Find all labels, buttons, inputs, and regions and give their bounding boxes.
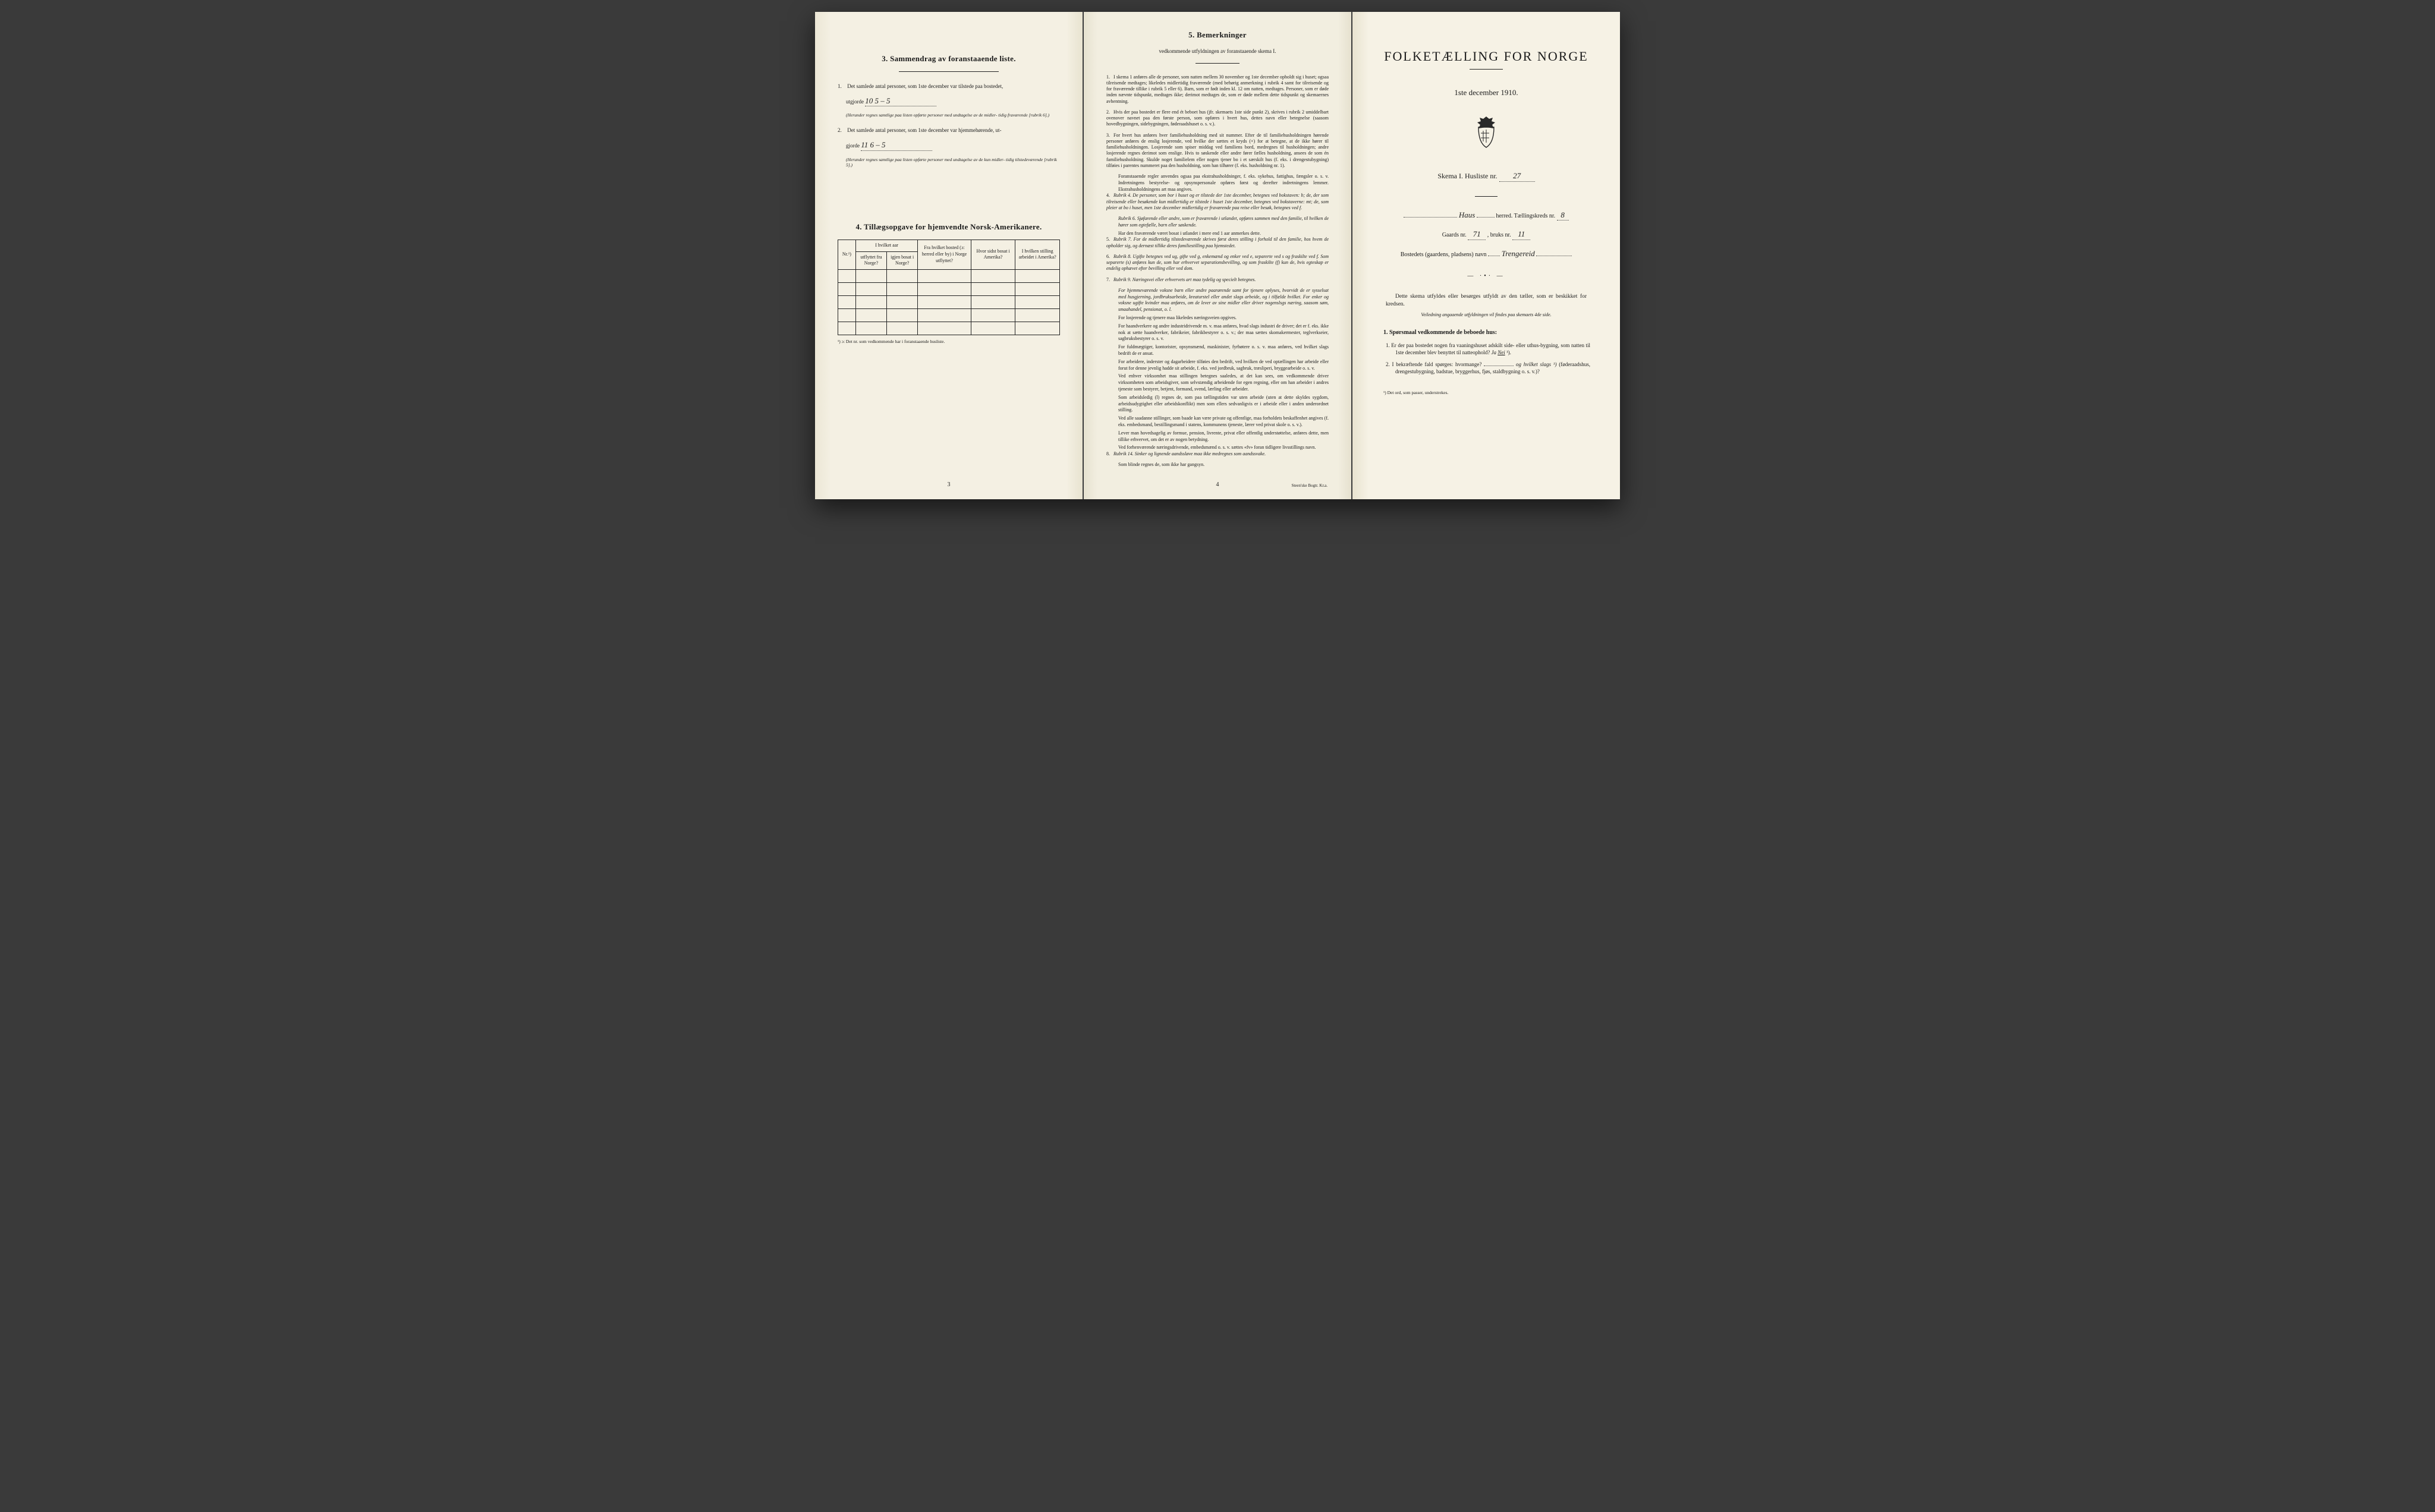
s5-i7-p2: For haandverkere og andre industridriven… [1118,323,1329,342]
cover-footnote: ¹) Det ord, som passer, understrekes. [1383,390,1589,396]
s3-item1-note: (Herunder regnes samtlige paa listen opf… [846,112,1060,118]
rule [1475,196,1497,197]
s5-i7-p6: Som arbeidsledig (l) regnes de, som paa … [1118,395,1329,414]
s3-item1-value: utgjorde 10 5 – 5 [846,96,1060,107]
rule [1470,69,1503,70]
s3-item1: 1. Det samlede antal personer, som 1ste … [838,83,1060,90]
s5-item4-extra2: Har den fraværende været bosat i utlande… [1118,231,1329,237]
answer-nei: Nei [1498,349,1505,355]
s3-item2-value: gjorde 11 6 – 5 [846,140,1060,151]
numeral: 2. [838,127,846,134]
s3-item2-hand: 11 6 – 5 [861,140,932,151]
skema-line: Skema I. Husliste nr. 27 [1375,171,1597,182]
s5-i7-p4: For arbeidere, inderster og dagarbeidere… [1118,359,1329,372]
question-1: 1. Er der paa bostedet nogen fra vaaning… [1395,342,1590,356]
s5-item3-extra: Foranstaaende regler anvendes ogsaa paa … [1118,174,1329,193]
s5-item7: 7.Rubrik 9. Næringsvei eller erhvervets … [1106,277,1329,283]
t4-body [838,270,1060,335]
s5-i7-p5: Ved enhver virksomhet maa stillingen bet… [1118,373,1329,392]
page-middle: 5. Bemerkninger vedkommende utfyldningen… [1084,12,1351,499]
herred-row: Haus herred. Tællingskreds nr. 8 [1375,210,1597,221]
s5-item2: 2.Hvis der paa bostedet er flere end ét … [1106,109,1329,128]
ornament: ― ·•· ― [1375,272,1597,281]
skema-pre: Skema I. Husliste nr. [1437,172,1497,180]
page-number-3: 3 [815,481,1083,489]
s5-item4-extra1: Rubrik 6. Sjøfarende eller andre, som er… [1118,216,1329,229]
s5-i7-p9: Ved forhenværende næringsdrivende, embed… [1118,445,1329,451]
s5-i7-p3: For fuldmægtiger, kontorister, opsynsmæn… [1118,344,1329,357]
bosted-pre: Bostedets (gaardens, pladsens) navn [1401,251,1487,258]
t4-sub-utflyttet: utflyttet fra Norge? [855,251,886,270]
s5-item8: 8.Rubrik 14. Sinker og lignende aandsslø… [1106,451,1329,457]
gaards-pre: Gaards nr. [1442,232,1467,238]
s3-item2-lead: Det samlede antal personer, som 1ste dec… [847,127,1001,133]
s3-item2-note: (Herunder regnes samtlige paa listen opf… [846,157,1060,169]
s5-item8-extra: Som blinde regnes de, som ikke har gangs… [1118,462,1329,468]
section5-heading: 5. Bemerkninger [1106,30,1329,40]
gaards-row: Gaards nr. 71 , bruks nr. 11 [1375,229,1597,240]
numeral: 1. [838,83,846,90]
section4-heading: 4. Tillægsopgave for hjemvendte Norsk-Am… [838,222,1060,232]
s3-item2-pre: gjorde [846,143,860,149]
bruks-nr: 11 [1512,229,1530,240]
s3-item1-hand: 10 5 – 5 [865,96,936,107]
s5-item4: 4.Rubrik 4. De personer, som bor i huset… [1106,193,1329,211]
t4-col-aar: I hvilket aar [855,240,917,251]
gaards-nr: 71 [1468,229,1486,240]
kreds-nr: 8 [1557,210,1569,221]
s5-i7-p8: Lever man hovedsagelig av formue, pensio… [1118,430,1329,443]
s5-i7-p0: For hjemmeværende voksne barn eller andr… [1118,288,1329,313]
s5-i7-p1: For losjerende og tjenere maa likeledes … [1118,315,1329,322]
s4-footnote: ¹) ɔ: Det nr. som vedkommende har i fora… [838,339,1060,345]
s3-item1-pre: utgjorde [846,99,864,105]
s3-item1-lead: Det samlede antal personer, som 1ste dec… [847,83,1003,89]
rule [1196,63,1240,64]
crest-icon [1375,115,1597,150]
bruks-mid: , bruks nr. [1487,232,1511,238]
bosted-navn: Trengereid [1502,249,1535,258]
s5-item1: 1.I skema 1 anføres alle de personer, so… [1106,74,1329,105]
s5-item3: 3.For hvert hus anføres hver familiehush… [1106,133,1329,169]
t4-col-bosted: Fra hvilket bosted (ɔ: herred eller by) … [918,240,971,269]
document-spread: 3. Sammendrag av foranstaaende liste. 1.… [815,12,1620,499]
q1-heading: 1. Spørsmaal vedkommende de beboede hus: [1383,329,1589,337]
bosted-row: Bostedets (gaardens, pladsens) navn Tren… [1375,248,1597,259]
t4-col-nr: Nr.¹) [838,240,856,269]
herred-value: Haus [1459,210,1475,219]
s5-i7-p7: Ved alle saadanne stillinger, som baade … [1118,415,1329,429]
t4-col-amerika: Hvor sidst bosat i Amerika? [971,240,1015,269]
section3-heading: 3. Sammendrag av foranstaaende liste. [838,53,1060,64]
herred-suffix: herred. Tællingskreds nr. [1496,213,1555,219]
instructions-small: Veiledning angaaende utfyldningen vil fi… [1375,312,1597,319]
printer-mark: Steen'ske Bogtr. Kr.a. [1291,483,1327,489]
instructions: Dette skema utfyldes eller besørges utfy… [1386,293,1587,308]
t4-sub-bosat: igjen bosat i Norge? [887,251,918,270]
census-date: 1ste december 1910. [1375,87,1597,98]
husliste-nr: 27 [1499,171,1535,182]
page-left: 3. Sammendrag av foranstaaende liste. 1.… [815,12,1083,499]
page-right-cover: FOLKETÆLLING FOR NORGE 1ste december 191… [1352,12,1620,499]
section5-sub: vedkommende utfyldningen av foranstaaend… [1106,48,1329,55]
census-title: FOLKETÆLLING FOR NORGE [1375,48,1597,65]
s5-item5: 5.Rubrik 7. For de midlertidig tilstedev… [1106,237,1329,248]
rule [899,71,999,72]
s5-item6: 6.Rubrik 8. Ugifte betegnes ved ug, gift… [1106,254,1329,272]
t4-col-stilling: I hvilken stilling arbeidet i Amerika? [1015,240,1060,269]
section4-table: Nr.¹) I hvilket aar Fra hvilket bosted (… [838,240,1060,335]
s3-item2: 2. Det samlede antal personer, som 1ste … [838,127,1060,134]
question-2: 2. I bekræftende fald spørges: hvormange… [1395,361,1590,375]
